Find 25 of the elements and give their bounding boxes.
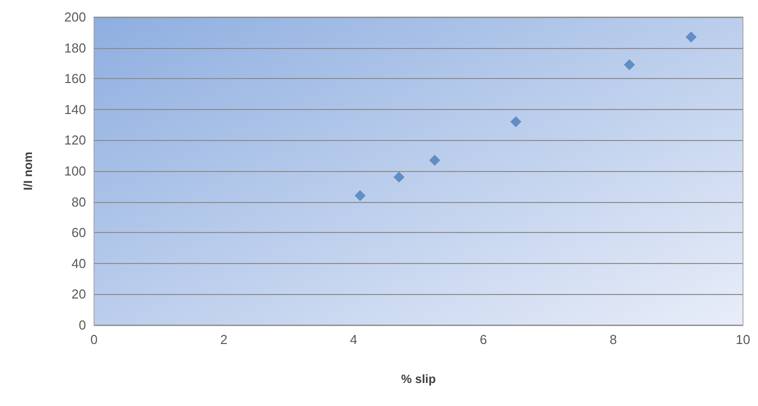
x-tick-label: 4 <box>350 332 358 347</box>
x-tick-label: 0 <box>90 332 98 347</box>
x-tick-label: 8 <box>610 332 617 347</box>
y-tick-label: 0 <box>78 318 86 332</box>
y-tick-label: 200 <box>64 10 86 24</box>
y-tick-label: 160 <box>64 71 86 86</box>
y-tick-label: 180 <box>64 40 86 56</box>
point <box>510 116 522 128</box>
x-tick-label: 2 <box>220 332 228 347</box>
y-tick-label: 60 <box>72 225 86 240</box>
point <box>686 32 697 43</box>
y-tick-label: 80 <box>72 194 86 210</box>
y-tick-label: 120 <box>64 132 86 148</box>
x-tick-label: 10 <box>736 332 750 347</box>
y-tick-label: 140 <box>64 102 86 117</box>
point <box>394 172 405 183</box>
point <box>429 154 440 166</box>
point <box>354 190 366 202</box>
y-axis-title: I/I nom <box>21 152 35 190</box>
y-tick-label: 40 <box>72 256 86 271</box>
x-tick-label: 6 <box>480 332 488 347</box>
y-tick-label: 20 <box>72 286 86 302</box>
point <box>624 59 635 70</box>
y-tick-label: 100 <box>64 164 86 178</box>
x-axis-title: % slip <box>401 372 436 386</box>
